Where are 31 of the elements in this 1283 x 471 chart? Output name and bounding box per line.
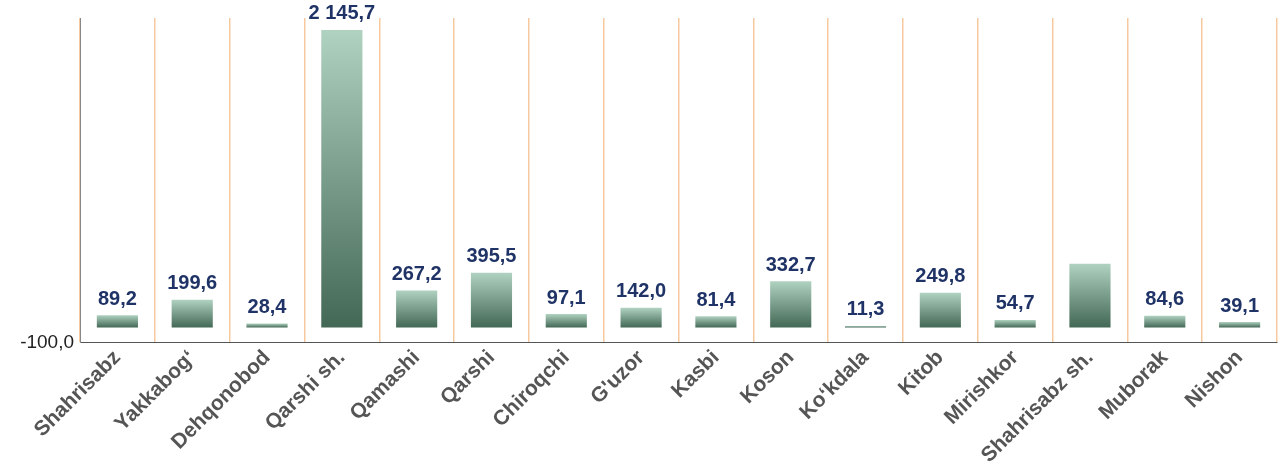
- data-label: 142,0: [616, 279, 667, 302]
- bar: [770, 281, 812, 328]
- data-label: 84,6: [1145, 287, 1185, 310]
- bar: [545, 314, 587, 328]
- data-label: 2 145,7: [308, 1, 376, 24]
- bar: [321, 29, 363, 328]
- bar: [620, 307, 662, 328]
- bar: [171, 299, 213, 328]
- data-label: 89,2: [97, 286, 137, 309]
- data-label: 97,1: [546, 285, 586, 308]
- bar: [96, 315, 138, 328]
- bar: [396, 290, 438, 328]
- data-label: 267,2: [391, 261, 442, 284]
- bar: [919, 292, 961, 328]
- bar: [1219, 322, 1261, 328]
- bar: [1069, 263, 1111, 328]
- bar: [695, 316, 737, 328]
- data-label: 199,6: [167, 271, 218, 294]
- bar: [994, 319, 1036, 328]
- text: -100,0: [20, 330, 74, 352]
- data-label: 332,7: [765, 252, 816, 275]
- data-label: 249,8: [915, 264, 966, 287]
- data-label: 39,1: [1220, 293, 1260, 316]
- bar: [1144, 315, 1186, 328]
- data-label: 28,4: [247, 295, 288, 318]
- data-label: 395,5: [466, 244, 517, 267]
- data-label: 54,7: [995, 291, 1035, 314]
- bar: [470, 272, 513, 328]
- bar: [246, 323, 288, 328]
- data-label: 11,3: [846, 297, 885, 320]
- data-label: 81,4: [696, 287, 737, 310]
